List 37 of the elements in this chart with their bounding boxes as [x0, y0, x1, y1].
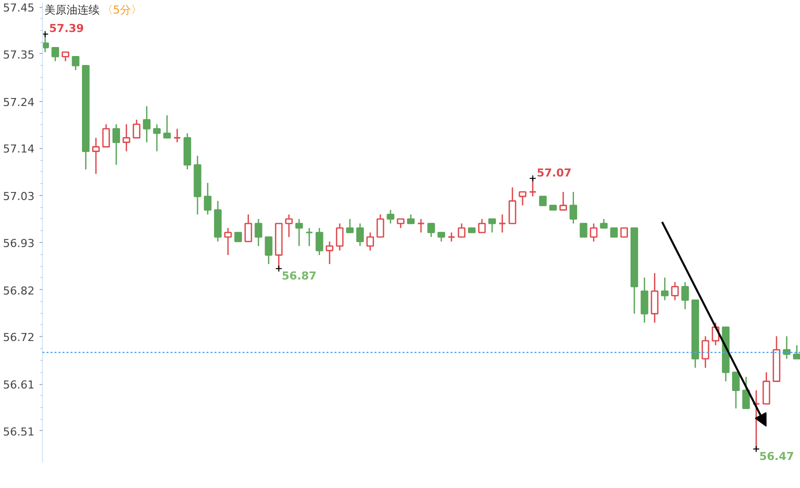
candlestick — [112, 124, 120, 166]
candlestick — [366, 232, 374, 252]
y-tick-label: 56.72 — [3, 331, 35, 344]
candlestick — [660, 276, 669, 301]
y-tick-label: 57.03 — [3, 190, 35, 204]
annotation: 56.87 — [282, 270, 317, 283]
candlestick — [122, 124, 130, 152]
candlestick — [650, 272, 658, 324]
candlestick — [184, 132, 192, 170]
candlestick — [336, 222, 344, 252]
chart-title: 美原油连续 — [44, 4, 100, 16]
candlestick — [590, 222, 598, 242]
candlestick — [194, 155, 202, 216]
annotation: 57.07 — [536, 166, 572, 180]
annotation: 56.47 — [759, 450, 794, 463]
candlestick — [570, 191, 578, 224]
candlestick — [153, 124, 161, 152]
y-tick-label: 56.51 — [3, 425, 35, 438]
y-tick-label: 57.24 — [3, 96, 35, 109]
candlestick — [305, 227, 314, 247]
y-tick-label: 56.82 — [3, 284, 35, 298]
candlestick — [204, 182, 212, 216]
candlestick — [640, 276, 648, 324]
candlestick — [214, 200, 222, 242]
candlestick — [92, 137, 100, 175]
candlestick — [173, 128, 182, 143]
candlestick — [681, 281, 689, 310]
candlestick — [782, 336, 790, 360]
candlestick — [142, 106, 151, 143]
y-tick-label: 57.14 — [3, 142, 35, 156]
y-tick-label: 57.35 — [3, 48, 35, 62]
y-tick-label: 56.93 — [3, 236, 35, 250]
candlestick — [498, 214, 506, 234]
chart-subtitle: 〈5分〉 — [102, 4, 142, 16]
y-tick-label: 57.45 — [3, 2, 35, 15]
annotation: 57.39 — [49, 22, 84, 36]
y-tick-label: 56.61 — [3, 378, 35, 392]
